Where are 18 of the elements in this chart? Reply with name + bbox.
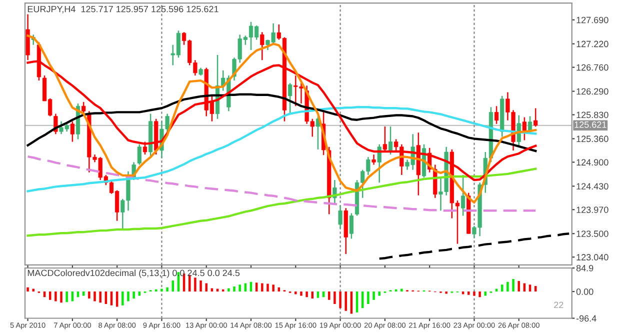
ref-line-label: 125.621 xyxy=(574,121,606,128)
annotation: MACDColoredv102decimal (5,13,1) 0.0 24.5 0.0 24.5 xyxy=(28,270,240,278)
y-tick-label: 123.970 xyxy=(576,206,608,213)
annotation: 22 xyxy=(554,302,564,308)
y-tick-label: 127.220 xyxy=(576,40,608,48)
y-tick-label: 125.830 xyxy=(576,112,608,118)
y-tick-label: 0.00 xyxy=(576,288,594,295)
y-tick-label: 127.690 xyxy=(576,16,608,24)
chart-title: EURJPY,H4 125.717 125.957 125.596 125.621 xyxy=(28,6,218,14)
y-tick-label: 126.760 xyxy=(576,64,608,71)
y-tick-label: -96.4 xyxy=(576,315,596,322)
y-tick-label: 123.040 xyxy=(576,254,608,260)
y-tick-label: 126.290 xyxy=(576,88,608,95)
y-tick-label: 124.430 xyxy=(576,183,608,190)
y-tick-label: 125.360 xyxy=(576,136,608,142)
y-tick-label: 123.500 xyxy=(576,230,608,237)
y-tick-label: 84.9 xyxy=(576,264,594,272)
y-tick-label: 124.900 xyxy=(576,159,608,166)
